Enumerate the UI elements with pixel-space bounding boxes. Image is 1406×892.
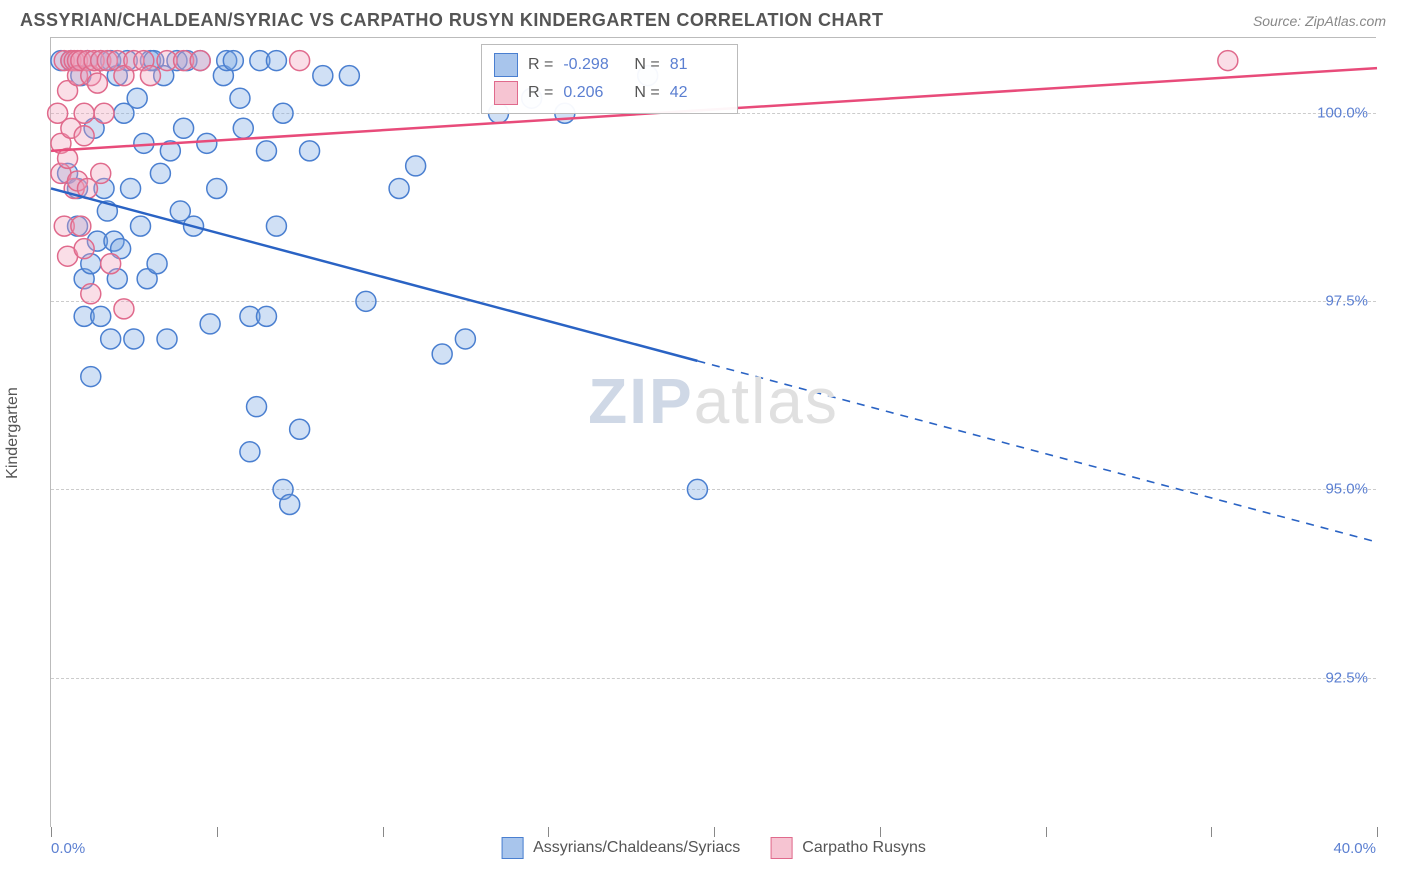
correlation-legend: R = -0.298 N = 81 R = 0.206 N = 42	[481, 44, 738, 114]
data-point	[150, 163, 170, 183]
legend-n-value: 81	[670, 56, 725, 74]
data-point	[266, 51, 286, 71]
legend-n-label: N =	[634, 56, 659, 74]
x-tick	[51, 827, 52, 837]
data-point	[356, 291, 376, 311]
data-point	[197, 133, 217, 153]
data-point	[134, 133, 154, 153]
legend-swatch	[501, 837, 523, 859]
data-point	[313, 66, 333, 86]
x-tick	[880, 827, 881, 837]
data-point	[124, 329, 144, 349]
data-point	[240, 442, 260, 462]
x-axis-min-label: 0.0%	[51, 840, 85, 857]
data-point	[81, 367, 101, 387]
data-point	[87, 73, 107, 93]
data-point	[207, 178, 227, 198]
legend-n-label: N =	[634, 84, 659, 102]
data-point	[290, 419, 310, 439]
legend-row: R = 0.206 N = 42	[494, 79, 725, 107]
chart-title: ASSYRIAN/CHALDEAN/SYRIAC VS CARPATHO RUS…	[20, 10, 884, 31]
legend-r-value: -0.298	[563, 56, 618, 74]
chart-area: Kindergarten 92.5%95.0%97.5%100.0% ZIPat…	[50, 37, 1376, 827]
data-point	[91, 163, 111, 183]
data-point	[74, 126, 94, 146]
x-tick	[1046, 827, 1047, 837]
scatter-plot	[51, 38, 1377, 828]
data-point	[71, 216, 91, 236]
data-point	[200, 314, 220, 334]
legend-row: R = -0.298 N = 81	[494, 51, 725, 79]
data-point	[127, 88, 147, 108]
data-point	[147, 254, 167, 274]
data-point	[455, 329, 475, 349]
data-point	[131, 216, 151, 236]
y-axis-title: Kindergarten	[4, 387, 22, 479]
source-label: Source: ZipAtlas.com	[1253, 13, 1386, 29]
x-tick	[548, 827, 549, 837]
data-point	[300, 141, 320, 161]
data-point	[247, 397, 267, 417]
series-legend: Assyrians/Chaldeans/Syriacs Carpatho Rusy…	[501, 835, 926, 861]
data-point	[389, 178, 409, 198]
data-point	[91, 306, 111, 326]
data-point	[256, 306, 276, 326]
legend-label: Assyrians/Chaldeans/Syriacs	[533, 839, 740, 857]
legend-r-label: R =	[528, 84, 553, 102]
legend-label: Carpatho Rusyns	[802, 839, 926, 857]
data-point	[280, 494, 300, 514]
data-point	[190, 51, 210, 71]
legend-item: Assyrians/Chaldeans/Syriacs	[501, 835, 740, 861]
data-point	[233, 118, 253, 138]
x-tick	[1377, 827, 1378, 837]
data-point	[157, 329, 177, 349]
data-point	[339, 66, 359, 86]
x-tick	[714, 827, 715, 837]
data-point	[406, 156, 426, 176]
data-point	[432, 344, 452, 364]
data-point	[266, 216, 286, 236]
legend-n-value: 42	[670, 84, 725, 102]
data-point	[121, 178, 141, 198]
data-point	[81, 284, 101, 304]
data-point	[140, 66, 160, 86]
data-point	[74, 103, 94, 123]
x-tick	[217, 827, 218, 837]
data-point	[101, 329, 121, 349]
data-point	[94, 103, 114, 123]
trend-line-extrapolated	[697, 361, 1377, 542]
data-point	[687, 479, 707, 499]
data-point	[74, 239, 94, 259]
data-point	[273, 103, 293, 123]
data-point	[290, 51, 310, 71]
legend-swatch	[770, 837, 792, 859]
data-point	[101, 254, 121, 274]
x-axis-max-label: 40.0%	[1333, 840, 1376, 857]
x-tick	[383, 827, 384, 837]
data-point	[256, 141, 276, 161]
data-point	[223, 51, 243, 71]
legend-swatch	[494, 53, 518, 77]
data-point	[114, 299, 134, 319]
data-point	[230, 88, 250, 108]
data-point	[174, 118, 194, 138]
legend-item: Carpatho Rusyns	[770, 835, 926, 861]
data-point	[1218, 51, 1238, 71]
x-tick	[1211, 827, 1212, 837]
legend-r-value: 0.206	[563, 84, 618, 102]
legend-r-label: R =	[528, 56, 553, 74]
legend-swatch	[494, 81, 518, 105]
